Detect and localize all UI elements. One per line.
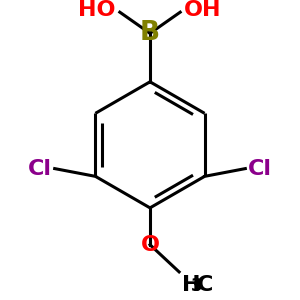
- Text: O: O: [140, 235, 160, 255]
- Text: HO: HO: [78, 0, 116, 20]
- Text: Cl: Cl: [248, 159, 272, 178]
- Text: Cl: Cl: [28, 159, 52, 178]
- Text: C: C: [197, 275, 213, 295]
- Text: 3: 3: [191, 277, 203, 295]
- Text: H: H: [182, 275, 200, 295]
- Text: B: B: [140, 20, 160, 46]
- Text: OH: OH: [184, 0, 222, 20]
